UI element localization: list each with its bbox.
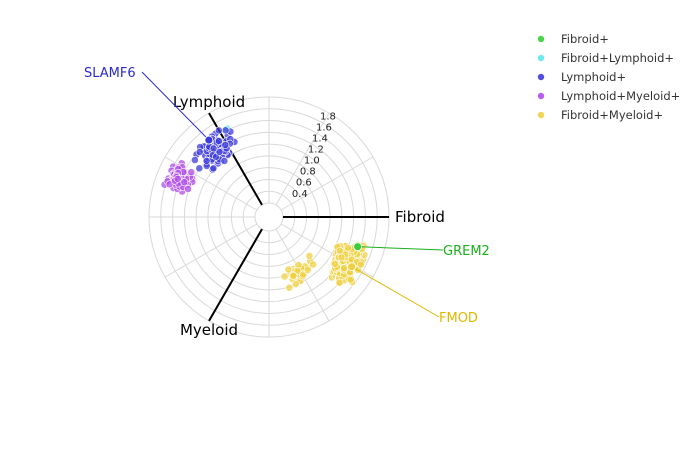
annotation-label-fmod: FMOD [439,311,478,326]
data-point-fibroidposmyeloidpos [303,266,312,274]
legend-marker [537,111,545,119]
legend-marker [537,35,545,43]
data-point-fibroidposmyeloidpos [337,253,346,262]
legend: Fibroid+ Fibroid+Lymphoid+ Lymphoid+ Lympho… [537,32,680,122]
data-point-lymphoidpos [220,156,229,165]
legend-marker [537,73,545,81]
data-point-fibroidposmyeloidpos [331,259,339,268]
data-point-lymphoidpos [195,164,204,173]
grid-spoke [280,156,374,211]
data-point-fibroidposmyeloidpos [305,251,314,260]
data-point-fibroidposmyeloidpos [356,260,365,269]
data-point-lymphoidpos [221,141,230,149]
data-point-fibroidposmyeloidpos [293,266,302,275]
data-point-lymphoidpos [214,137,223,145]
data-point-lymphoidposmyeloidpos [173,174,182,183]
radial-tick-label: 1.6 [316,122,332,133]
grid-spoke [275,112,330,206]
radial-tick-label: 1.2 [308,145,324,156]
gene-annotations: SLAMF6 GREM2 FMOD [84,66,490,326]
legend-marker [537,92,545,100]
data-point-fibroidposmyeloidpos [346,275,355,284]
legend-label: Lymphoid+ [561,70,626,84]
axis-label-lymphoid: Lymphoid [173,93,245,111]
data-point-lymphoidpos [214,126,223,135]
radial-tick-labels: 0.40.60.81.01.21.41.61.8 [292,111,336,199]
radial-tick-label: 0.6 [296,178,312,189]
data-point-fibroidposmyeloidpos [335,278,344,287]
legend-marker [537,54,545,62]
radial-tick-label: 0.8 [300,167,316,178]
data-point-lymphoidposmyeloidpos [184,185,192,193]
annotation-leader-slamf6 [141,71,210,141]
data-point-lymphoidpos [221,126,230,135]
radial-tick-label: 0.4 [292,189,308,200]
axis-line-myeloid [208,228,263,322]
annotation-point-grem2 [353,242,363,252]
data-point-lymphoidpos [202,156,211,165]
data-point-fibroidposmyeloidpos [291,280,300,289]
data-point-lymphoidpos [215,147,224,156]
radial-tick-label: 1.0 [304,156,320,167]
legend-label: Fibroid+Myeloid+ [561,108,663,122]
annotation-label-grem2: GREM2 [443,244,490,259]
legend-label: Lymphoid+Myeloid+ [561,89,680,103]
data-point-fibroidposmyeloidpos [280,272,289,281]
data-point-lymphoidpos [195,148,204,156]
data-point-fibroidposmyeloidpos [284,265,293,274]
data-point-fibroidposmyeloidpos [344,243,352,252]
legend-label: Fibroid+ [561,32,609,46]
annotation-point-fmod [347,262,357,272]
grid-circle [254,202,284,232]
data-point-lymphoidpos [209,144,218,153]
annotation-leader-fmod [351,266,440,318]
radial-tick-label: 1.8 [320,111,336,122]
axis-label-myeloid: Myeloid [180,321,238,339]
radial-tick-label: 1.4 [312,133,328,144]
annotation-point-slamf6 [204,135,214,145]
annotation-leader-grem2 [357,246,444,251]
data-point-lymphoidpos [190,156,199,164]
data-point-fibroidposmyeloidpos [289,271,298,280]
grid-spoke [164,223,258,278]
category-axes: Fibroid Lymphoid Myeloid [173,93,445,339]
data-point-lymphoidposmyeloidpos [187,168,196,177]
data-point-lymphoidpos [209,164,218,173]
legend-label: Fibroid+Lymphoid+ [561,51,674,65]
data-point-fibroidposmyeloidpos [285,283,294,292]
annotation-label-slamf6: SLAMF6 [84,66,136,81]
data-point-fibroidposmyeloidpos [340,264,348,272]
axis-label-fibroid: Fibroid [395,208,445,226]
data-point-lymphoidposmyeloidpos [180,178,189,187]
data-point-fibroidposmyeloidpos [309,260,317,269]
